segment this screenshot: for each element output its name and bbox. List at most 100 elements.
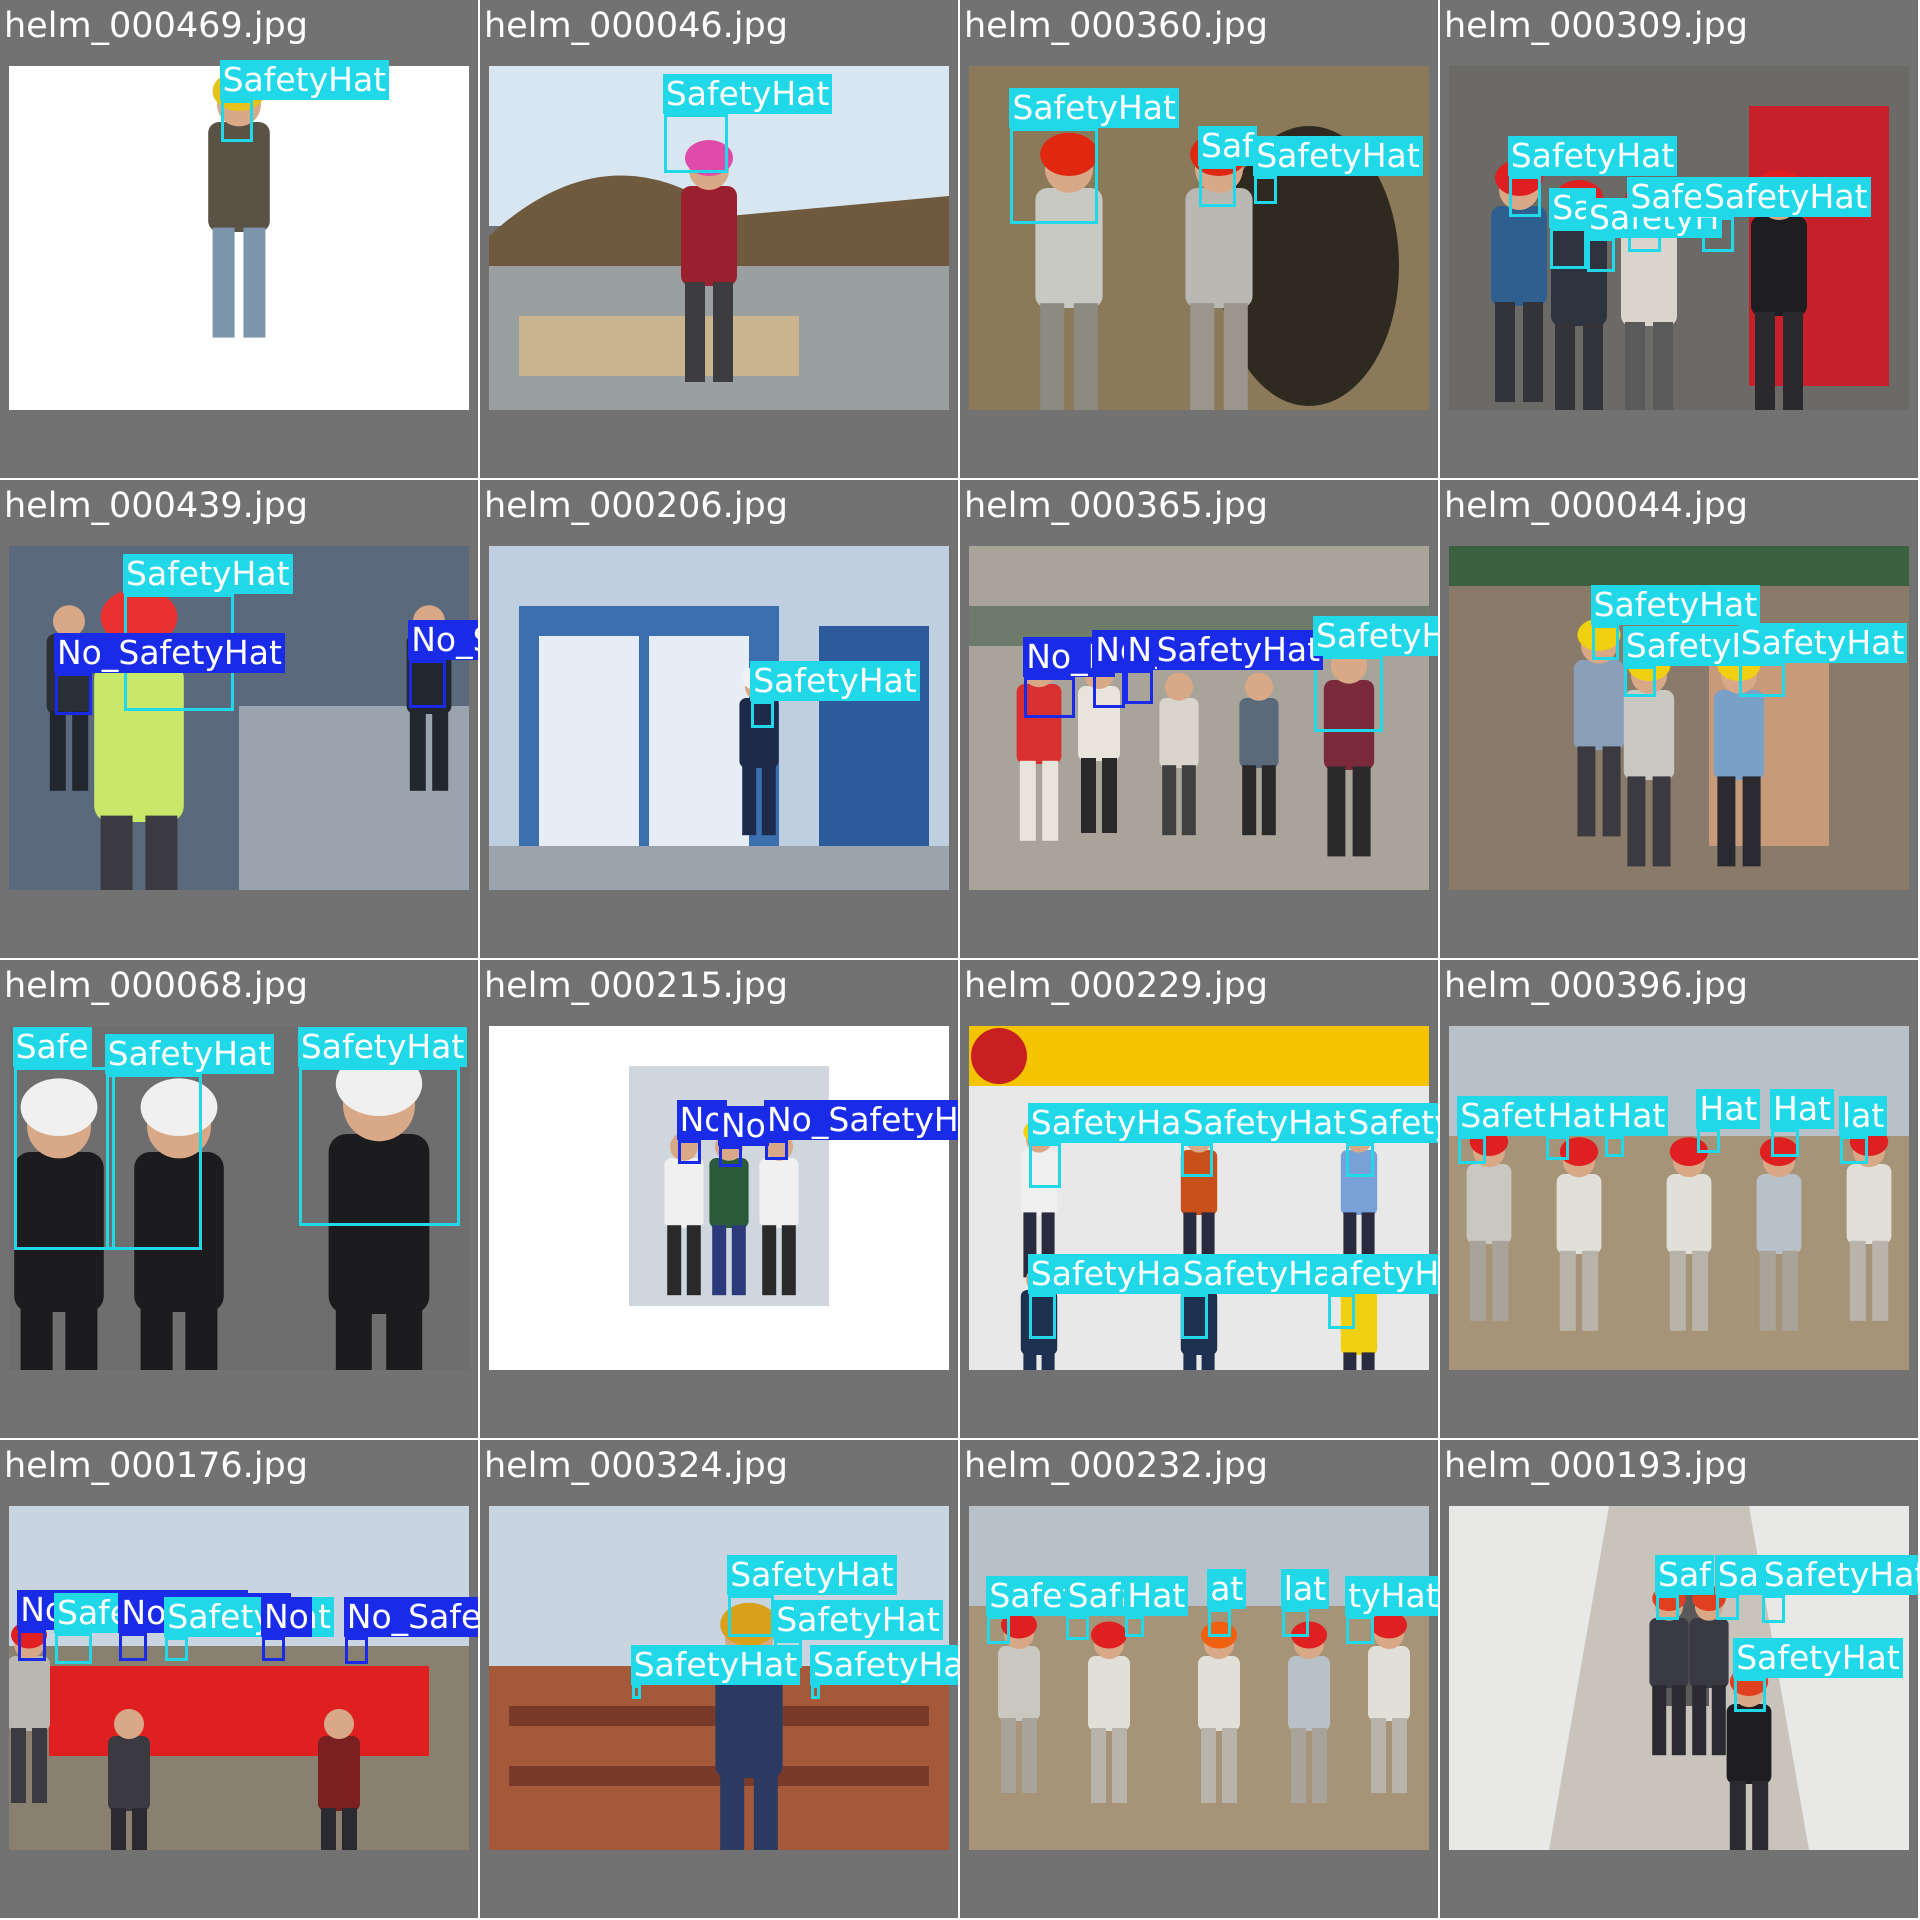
detection-label: No <box>261 1596 312 1637</box>
detection-label: No_SafetyHat <box>343 1596 478 1637</box>
detection-label: SafetyHat <box>1760 1555 1918 1596</box>
detection-label: SafetyHat <box>1737 622 1908 663</box>
tile-filename: helm_000215.jpg <box>484 966 788 1006</box>
detection-label: SafetyHat <box>1027 1254 1198 1295</box>
detection-box <box>1208 1609 1232 1637</box>
tile-filename: helm_000206.jpg <box>484 486 788 526</box>
detection-label: SafetyHat <box>773 1600 943 1641</box>
detection-box <box>1840 1136 1868 1164</box>
detection-label: SafetyS <box>1345 1102 1438 1143</box>
detection-label: Saf <box>1198 125 1257 166</box>
detection-label: lat <box>1839 1096 1888 1137</box>
detection-label: SafetyHat <box>297 1027 468 1068</box>
detection-label: SafetyHat <box>810 1644 958 1685</box>
detection-label: No_SafetyHat <box>54 633 285 674</box>
detection-label: Hat <box>1604 1096 1669 1137</box>
detection-box <box>1458 1136 1486 1164</box>
detection-box <box>55 673 92 715</box>
detection-box <box>220 100 253 142</box>
detection-label: SafetyHat <box>727 1555 897 1596</box>
detection-label: afetyHat <box>1326 1254 1438 1295</box>
detection-box <box>409 659 446 708</box>
detection-label: at <box>1207 1569 1247 1610</box>
detection-label: SafetyHat <box>219 60 390 101</box>
tile-photo <box>1449 1026 1909 1370</box>
detection-box <box>1697 1129 1721 1154</box>
tile-photo <box>1449 66 1909 410</box>
mosaic-tile: helm_000396.jpg SafetyHat Hat Hat Hat Hat lat <box>1440 960 1918 1438</box>
detection-box <box>262 1636 285 1661</box>
tile-filename: helm_000309.jpg <box>1444 6 1748 46</box>
tile-photo <box>9 1506 469 1850</box>
detection-box <box>119 1633 147 1661</box>
detection-box <box>1281 1609 1310 1637</box>
mosaic-tile: helm_000176.jpg No_SafetyHatSafeNo_Safet… <box>0 1440 478 1918</box>
detection-label: SafetyHa <box>1027 1102 1185 1143</box>
tile-filename: helm_000232.jpg <box>964 1446 1268 1486</box>
detection-label: SafetyHat <box>1179 1254 1350 1295</box>
mosaic-tile: helm_000309.jpg SafetyHat Sa SafetyH Safety… <box>1440 0 1918 478</box>
detection-box <box>1346 1616 1374 1644</box>
detection-box <box>298 1067 460 1226</box>
detection-box <box>1346 1142 1374 1178</box>
detection-label: SafetyHat <box>750 660 920 701</box>
detection-box <box>1125 669 1153 705</box>
detection-label: SafetyHat <box>1701 177 1871 218</box>
tile-filename: helm_000396.jpg <box>1444 966 1748 1006</box>
tile-filename: helm_000044.jpg <box>1444 486 1748 526</box>
detection-box <box>719 1146 742 1168</box>
mosaic-tile: helm_000229.jpg SafetyHa SafetyHat <box>960 960 1438 1438</box>
tile-filename: helm_000229.jpg <box>964 966 1268 1006</box>
detection-box <box>1623 666 1656 698</box>
detection-box <box>13 1067 115 1250</box>
detection-label: lat <box>1280 1569 1330 1610</box>
detection-label: SafetyHat <box>1507 136 1678 177</box>
detection-label: SafetyHat <box>1009 87 1179 128</box>
detection-box <box>631 1684 641 1699</box>
detection-label: Hat <box>1770 1089 1834 1130</box>
detection-box <box>1010 127 1098 225</box>
detection-box <box>1550 227 1587 269</box>
detection-label: No_SafetyHat <box>408 619 478 660</box>
tile-photo <box>9 546 469 890</box>
detection-box <box>1715 1595 1739 1620</box>
tile-filename: helm_000360.jpg <box>964 6 1268 46</box>
tile-photo <box>9 1026 469 1370</box>
detection-box <box>1734 1678 1767 1713</box>
detection-box <box>811 1684 821 1699</box>
tile-filename: helm_000469.jpg <box>4 6 308 46</box>
detection-label: SafetyHat <box>1733 1638 1903 1678</box>
detection-label: SafetyHat <box>662 74 833 115</box>
detection-box <box>1180 1142 1213 1178</box>
detection-box <box>1587 238 1615 273</box>
detection-label: SafetyHat <box>1179 1102 1350 1143</box>
detection-box <box>18 1629 46 1661</box>
detection-box <box>1761 1595 1785 1623</box>
detection-box <box>1125 1616 1144 1637</box>
detection-box <box>1591 625 1620 660</box>
detection-box <box>165 1636 189 1661</box>
detection-box <box>987 1616 1011 1644</box>
detection-label: Hat <box>1544 1096 1609 1137</box>
mosaic-tile: helm_000469.jpg SafetyHat <box>0 0 478 478</box>
detection-label: Saf <box>1064 1576 1124 1617</box>
detection-box <box>1024 676 1075 718</box>
detection-label: tyHat <box>1345 1576 1438 1617</box>
detection-box <box>1028 1294 1057 1340</box>
detection-box <box>1065 1616 1089 1641</box>
detection-label: SafetyHat <box>104 1034 275 1075</box>
detection-box <box>1545 1136 1569 1161</box>
detection-label: SafetyHat <box>1313 616 1438 657</box>
detection-box <box>663 114 729 173</box>
mosaic-tile: helm_000439.jpg SafetyHat No_SafetyHat No_… <box>0 480 478 958</box>
tile-filename: helm_000324.jpg <box>484 1446 788 1486</box>
detection-box <box>677 1139 701 1164</box>
tile-filename: helm_000193.jpg <box>1444 1446 1748 1486</box>
mosaic-tile: helm_000193.jpg Saf Sa SafetyHat SafetyHat <box>1440 1440 1918 1918</box>
detection-box <box>1771 1129 1799 1157</box>
detection-label: SafetyHat <box>123 554 293 595</box>
detection-label: SafetyHat <box>1253 136 1423 177</box>
tile-photo <box>489 546 949 890</box>
tile-filename: helm_000046.jpg <box>484 6 788 46</box>
